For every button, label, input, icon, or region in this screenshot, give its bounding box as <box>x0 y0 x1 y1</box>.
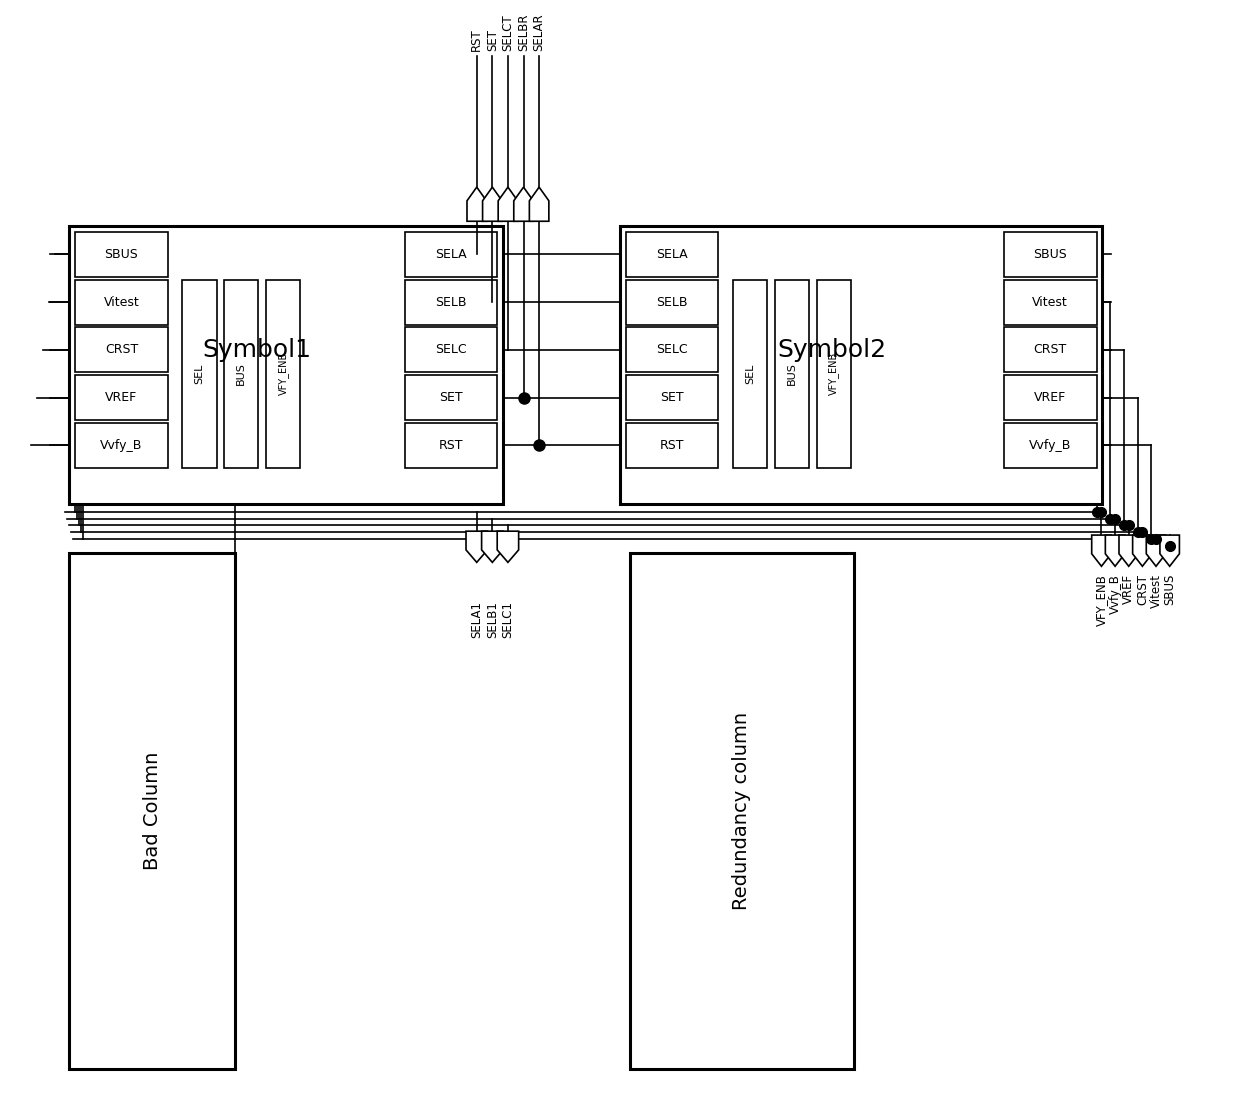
Polygon shape <box>1091 536 1111 566</box>
Text: SELC1: SELC1 <box>501 601 515 638</box>
Text: SET: SET <box>439 391 463 405</box>
Polygon shape <box>467 187 486 221</box>
Text: Vvfy_B: Vvfy_B <box>1029 439 1071 452</box>
Text: SBUS: SBUS <box>1163 574 1177 606</box>
Text: CRST: CRST <box>1136 574 1149 605</box>
Text: Vitest: Vitest <box>104 295 139 309</box>
Bar <box>404 376 497 420</box>
Text: VFY_ENB: VFY_ENB <box>1095 574 1109 626</box>
Bar <box>626 280 718 324</box>
Text: BUS: BUS <box>787 362 797 386</box>
Text: SELB: SELB <box>435 295 466 309</box>
Text: SELA: SELA <box>656 248 688 260</box>
Bar <box>733 280 768 467</box>
Polygon shape <box>1159 536 1179 566</box>
Bar <box>1004 376 1096 420</box>
Polygon shape <box>529 187 549 221</box>
Bar <box>817 280 851 467</box>
Bar <box>76 231 167 277</box>
Polygon shape <box>466 531 487 562</box>
Text: SELB: SELB <box>656 295 688 309</box>
Bar <box>404 280 497 324</box>
Text: SEL: SEL <box>195 363 205 383</box>
Bar <box>775 280 808 467</box>
Bar <box>626 328 718 372</box>
Text: BUS: BUS <box>237 362 247 386</box>
Text: SBUS: SBUS <box>104 248 139 260</box>
Bar <box>620 226 1102 504</box>
Text: Symbol2: Symbol2 <box>777 339 887 362</box>
Text: RST: RST <box>470 28 484 50</box>
Text: SEL: SEL <box>745 363 755 383</box>
Text: Vitest: Vitest <box>1033 295 1068 309</box>
Bar <box>626 376 718 420</box>
Polygon shape <box>513 187 533 221</box>
Text: CRST: CRST <box>105 343 138 357</box>
Polygon shape <box>481 531 503 562</box>
Text: SELA1: SELA1 <box>470 601 484 638</box>
Text: SELB1: SELB1 <box>486 601 498 638</box>
Bar <box>76 423 167 467</box>
Text: RST: RST <box>660 439 684 452</box>
Text: RST: RST <box>439 439 464 452</box>
Bar <box>267 280 300 467</box>
Bar <box>404 328 497 372</box>
Bar <box>76 280 167 324</box>
Text: SBUS: SBUS <box>1033 248 1068 260</box>
Bar <box>76 376 167 420</box>
Text: Symbol1: Symbol1 <box>202 339 311 362</box>
Text: SELCT: SELCT <box>501 13 515 50</box>
Text: Redundancy column: Redundancy column <box>733 712 751 910</box>
Bar <box>1004 280 1096 324</box>
Text: Vvfy_B: Vvfy_B <box>1109 574 1122 614</box>
Bar <box>626 231 718 277</box>
Text: VREF: VREF <box>105 391 138 405</box>
Bar <box>1004 423 1096 467</box>
Bar <box>69 552 236 1069</box>
Bar <box>630 552 854 1069</box>
Bar <box>76 328 167 372</box>
Text: VREF: VREF <box>1034 391 1066 405</box>
Text: SELA: SELA <box>435 248 466 260</box>
Text: SELC: SELC <box>435 343 466 357</box>
Polygon shape <box>1146 536 1166 566</box>
Polygon shape <box>1132 536 1152 566</box>
Bar <box>1004 328 1096 372</box>
Text: SELBR: SELBR <box>517 13 529 50</box>
Bar <box>626 423 718 467</box>
Text: CRST: CRST <box>1034 343 1066 357</box>
Bar <box>224 280 258 467</box>
Text: SELC: SELC <box>656 343 688 357</box>
Polygon shape <box>497 531 518 562</box>
Bar <box>404 423 497 467</box>
Polygon shape <box>1118 536 1138 566</box>
Text: VREF: VREF <box>1122 574 1136 604</box>
Bar <box>404 231 497 277</box>
Polygon shape <box>1105 536 1125 566</box>
Bar <box>182 280 217 467</box>
Text: VFY_ENB: VFY_ENB <box>828 352 839 396</box>
Text: SET: SET <box>486 29 498 50</box>
Bar <box>69 226 503 504</box>
Bar <box>1004 231 1096 277</box>
Text: SELAR: SELAR <box>533 13 546 50</box>
Polygon shape <box>498 187 517 221</box>
Polygon shape <box>482 187 502 221</box>
Text: Bad Column: Bad Column <box>143 751 161 870</box>
Text: Vvfy_B: Vvfy_B <box>100 439 143 452</box>
Text: SET: SET <box>661 391 684 405</box>
Text: VFY_ENB: VFY_ENB <box>278 352 289 396</box>
Text: Vitest: Vitest <box>1149 574 1163 608</box>
